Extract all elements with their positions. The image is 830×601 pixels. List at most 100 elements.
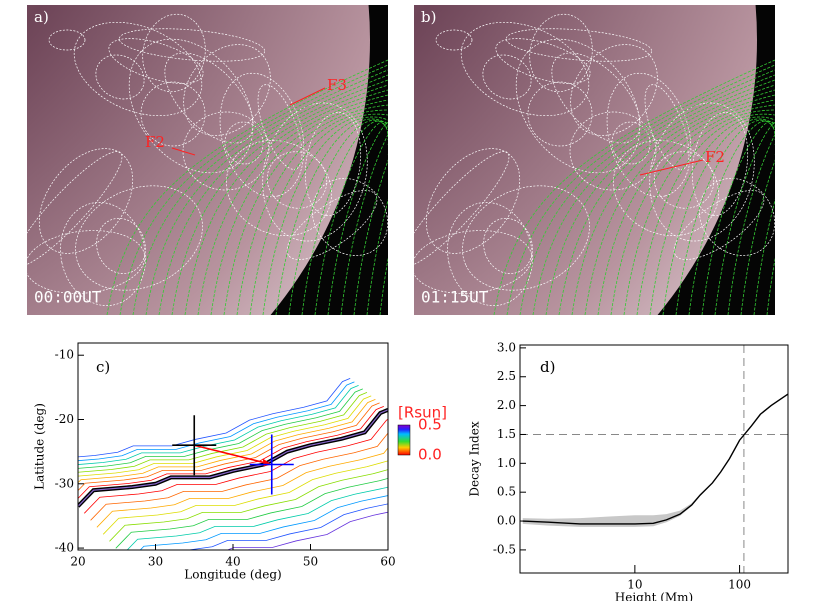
panel-label: d) [540,358,555,376]
field-line [597,99,775,315]
x-tick-label: 40 [225,555,240,569]
colorbar-label: [Rsun] [398,404,447,422]
field-line [425,148,521,254]
field-line [493,59,775,315]
y-tick-label: 2.5 [497,369,516,383]
field-line [447,202,533,306]
field-line [158,79,388,315]
field-line [714,121,775,315]
x-axis-label: Longitude (deg) [184,568,281,582]
contour-line [90,432,388,521]
field-line [558,84,775,315]
contour-line [78,391,368,473]
image-a [27,5,388,315]
field-line [506,64,775,315]
field-line [527,81,593,147]
field-line [551,52,641,144]
field-line [171,84,388,315]
y-axis-label: Latitude (deg) [33,403,47,490]
contour-line [109,469,388,542]
field-line [184,89,388,315]
field-line [197,94,388,315]
arrow [194,444,266,464]
field-line [140,81,206,147]
data-line [522,393,789,525]
pointer [171,147,196,156]
x-tick-label: 30 [148,555,163,569]
plot-frame [519,344,789,574]
field-line [519,69,775,315]
y-tick-label: 1.0 [497,456,516,470]
field-line [414,151,510,267]
colorbar-tick-label: 0.5 [418,416,442,434]
pointer [289,87,326,106]
field-line [275,118,388,315]
x-axis-label: Height (Mm) [615,591,693,601]
y-tick-label: 2.0 [497,398,516,412]
field-line [249,113,388,315]
x-tick-label: 100 [728,578,751,592]
field-line [73,21,203,117]
field-line [649,102,755,242]
contour-line [78,384,359,465]
y-tick-label: -0.5 [493,542,516,556]
field-line [636,113,775,315]
field-line [435,29,473,51]
y-tick-label: -10 [55,348,74,362]
field-line [304,112,362,216]
plot-frame [77,342,389,551]
field-line [164,52,254,144]
field-line [611,121,651,165]
contour-line [78,395,372,477]
field-line [460,21,590,117]
field-line [132,69,388,315]
y-tick-label: -30 [55,476,74,490]
y-tick-label: 3.0 [497,340,516,354]
contour-line [139,495,388,550]
field-line [482,54,532,100]
contour-line [78,405,384,500]
contour-line [226,511,388,550]
panel-label: c) [96,358,110,376]
field-line [545,79,775,315]
field-line [210,99,388,315]
y-tick-label: 1.5 [497,427,516,441]
y-tick-label: 0.5 [497,485,516,499]
field-line [623,109,775,315]
x-tick-label: 50 [303,555,318,569]
x-tick-label: 20 [70,555,85,569]
contour-line [78,402,380,492]
field-line [183,44,271,136]
pointer [639,159,704,176]
field-line [610,104,775,315]
field-line [95,54,145,100]
field-line [701,121,775,315]
field-line [462,185,590,291]
field-line [262,102,368,242]
field-line [662,118,775,315]
field-line [327,121,388,315]
field-line [691,112,749,216]
field-line [483,218,533,274]
field-line [145,74,388,315]
y-tick-label: -40 [55,541,74,555]
contour-line [96,447,388,528]
y-axis-label: Decay Index [468,421,482,496]
y-tick-label: 0.0 [497,514,516,528]
colorbar-tick-label: 0.0 [418,446,442,464]
x-tick-label: 60 [380,555,395,569]
image-b [414,5,775,315]
panel-label: a) [34,8,49,26]
field-line [119,64,388,315]
x-tick-label: 10 [627,578,642,592]
field-line [96,218,146,274]
field-line [314,121,388,315]
position-marker [172,415,217,476]
feature-label: F3 [327,76,347,94]
contour-line [78,388,363,469]
field-line [753,159,775,315]
field-line [108,38,204,84]
contour-line [78,381,355,462]
field-line [223,104,388,315]
field-line [495,38,591,84]
